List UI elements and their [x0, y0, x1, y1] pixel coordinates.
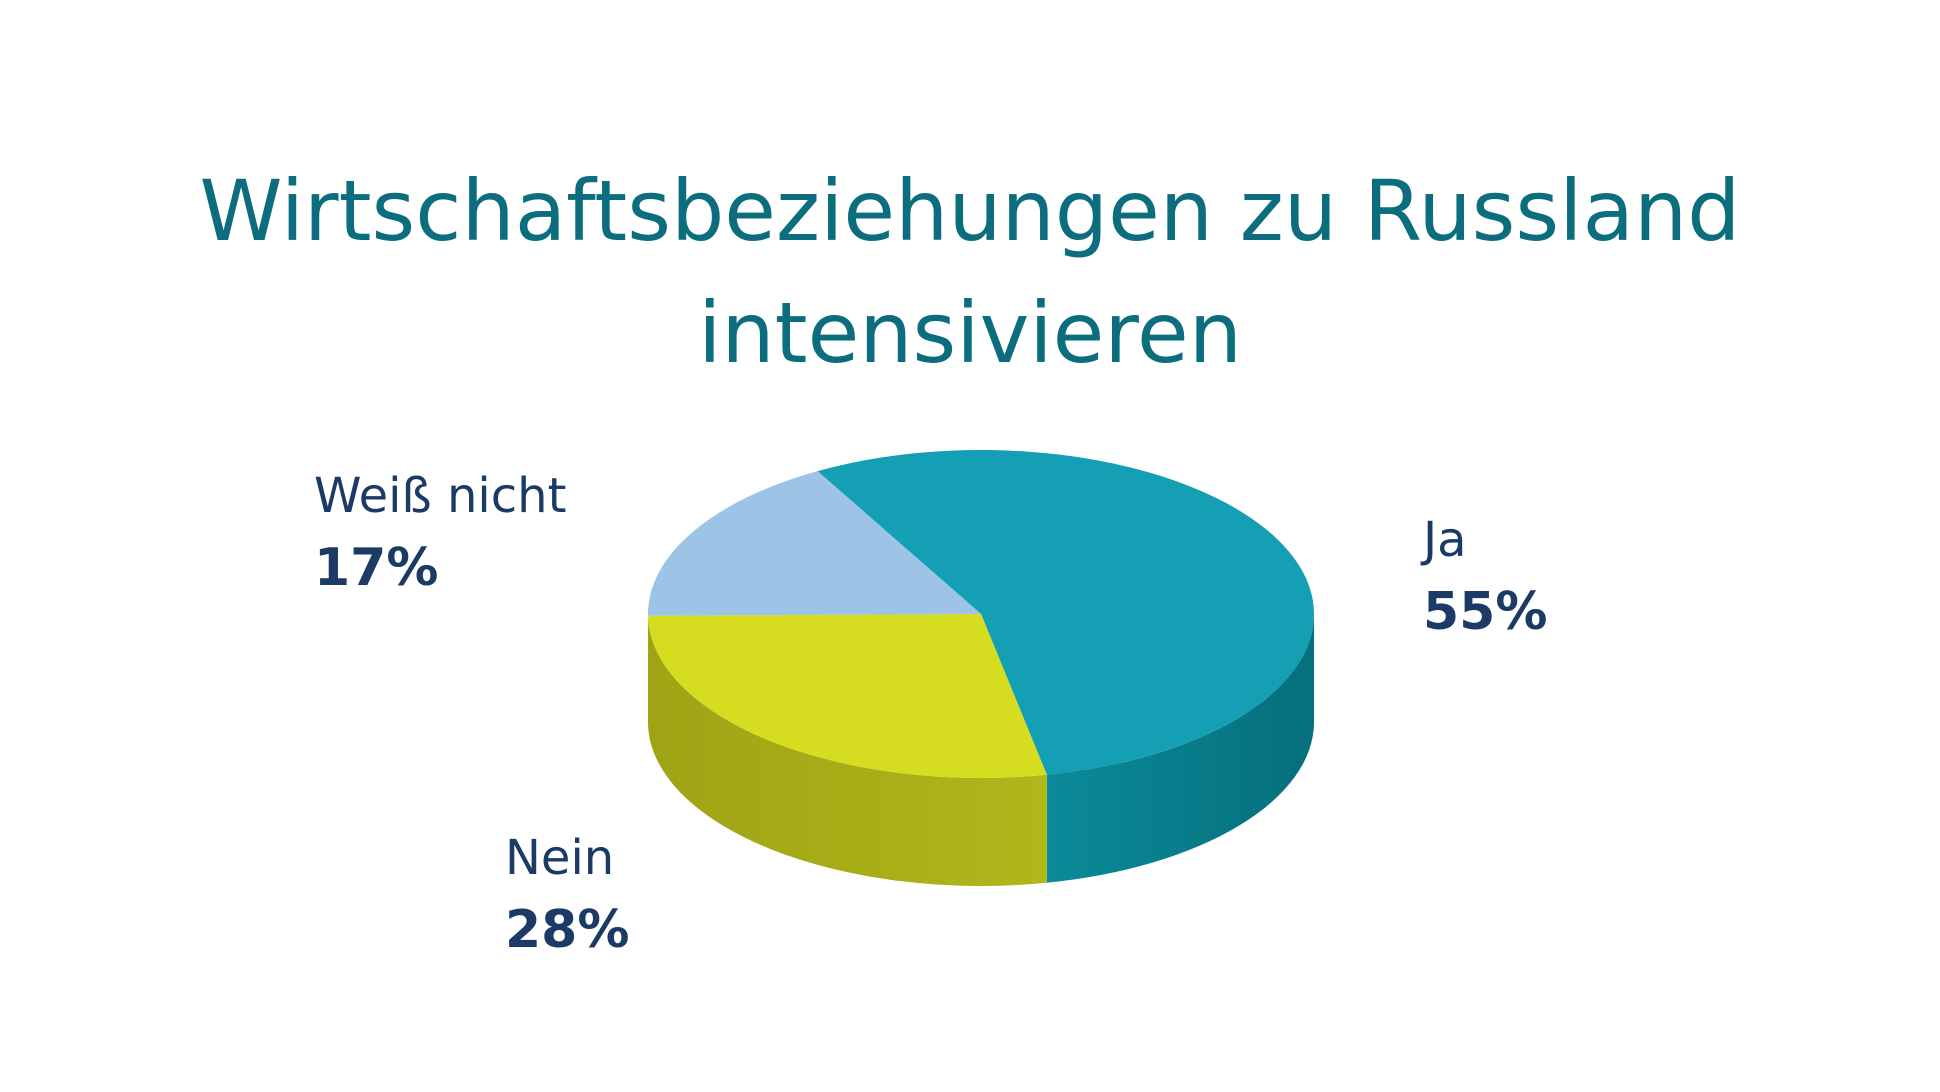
category-label-nein: Nein: [505, 830, 615, 886]
chart-title: Wirtschaftsbeziehungen zu Russland inten…: [0, 150, 1940, 394]
pie-tops: [648, 449, 1315, 779]
pie-slice-nein: [648, 614, 1047, 779]
pie-side-ja: [1046, 614, 1314, 883]
category-label-ja: Ja: [1423, 512, 1467, 568]
pie-sides: [648, 614, 1314, 886]
data-label-weiss-nicht: Weiß nicht 17%: [314, 464, 566, 608]
pie-slice-ja: [817, 449, 1315, 775]
pie-slice-weiss-nicht: [648, 471, 981, 616]
chart-title-line-1: Wirtschaftsbeziehungen zu Russland: [199, 162, 1741, 260]
value-label-weiss-nicht: 17%: [314, 538, 439, 598]
category-label-weiss-nicht: Weiß nicht: [314, 468, 567, 524]
pie-side-nein: [648, 615, 1047, 886]
data-label-nein: Nein 28%: [505, 826, 629, 970]
chart-title-line-2: intensivieren: [698, 284, 1242, 382]
value-label-ja: 55%: [1423, 582, 1548, 642]
value-label-nein: 28%: [505, 900, 630, 960]
data-label-ja: Ja 55%: [1423, 508, 1547, 652]
